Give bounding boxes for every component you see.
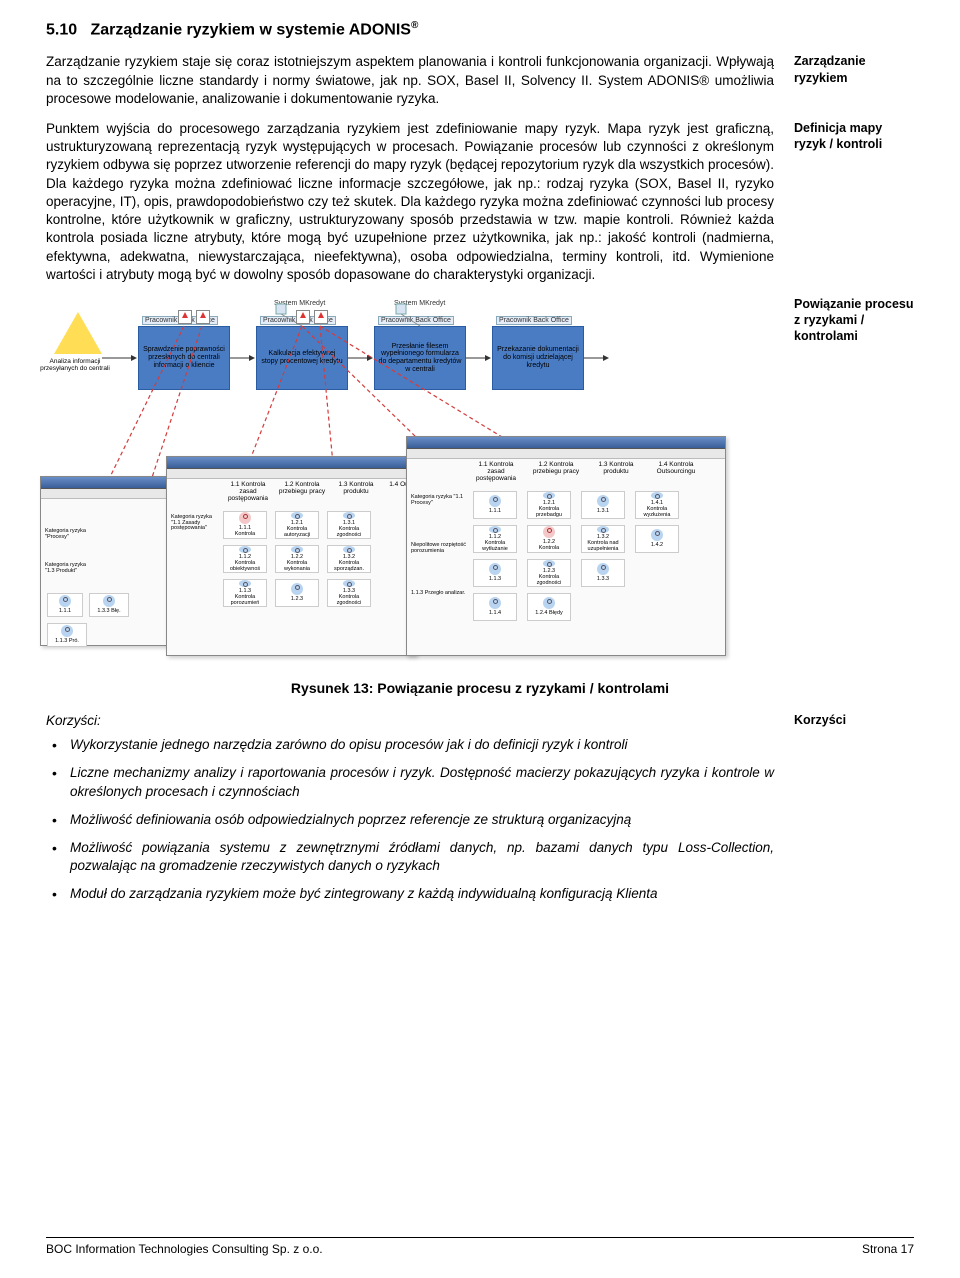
grid-body: Kategoria ryzyka "Procesy" Kategoria ryz…: [41, 499, 179, 645]
paragraph-2-row: Punktem wyjścia do procesowego zarządzan…: [46, 120, 914, 284]
side-note-2: Definicja mapy ryzyk / kontroli: [794, 120, 914, 284]
panel-back: Kategoria ryzyka "Procesy" Kategoria ryz…: [40, 476, 180, 646]
col-head: 1.2 Kontrola przebiegu pracy: [277, 481, 327, 495]
grid-cell: 1.1.2 Kontrola wytłużanie: [473, 525, 517, 553]
grid-cell: 1.1.1: [47, 593, 83, 617]
grid-cell: 1.2.4 Błędy: [527, 593, 571, 621]
row-head: Kategoria ryzyka "1.1 Zasady postępowani…: [171, 515, 219, 532]
benefit-item: Liczne mechanizmy analizy i raportowania…: [70, 764, 774, 800]
col-head: 1.1 Kontrola zasad postępowania: [223, 481, 273, 502]
col-head: 1.3 Kontrola produktu: [331, 481, 381, 495]
grid-cell: 1.2.3: [275, 579, 319, 607]
side-note-4: Korzyści: [794, 712, 914, 914]
panel-toolbar: [41, 489, 179, 499]
grid-cell: 1.3.3 Błę.: [89, 593, 129, 617]
col-head: 1.4 Kontrola Outsourcingu: [651, 461, 701, 475]
grid-cell: 1.1.1: [473, 491, 517, 519]
row-head: Niepolitowe rozpiętość porozumienia: [411, 543, 467, 555]
paragraph-2: Punktem wyjścia do procesowego zarządzan…: [46, 120, 774, 284]
grid-cell: 1.3.3 Kontrola zgodności: [327, 579, 371, 607]
section-number: 5.10: [46, 21, 77, 38]
panel-a: 1.1 Kontrola zasad postępowania 1.2 Kont…: [166, 456, 416, 656]
side-note-3: Powiązanie procesu z ryzykami / kontrola…: [794, 296, 914, 666]
panel-titlebar: [167, 457, 415, 469]
grid-cell: 1.1.3: [473, 559, 517, 587]
grid-cell: 1.2.2 Kontrola wykonania: [275, 545, 319, 573]
footer-right: Strona 17: [862, 1242, 914, 1256]
grid-cell: 1.2.1 Kontrola przebadgu: [527, 491, 571, 519]
grid-cell: 1.3.1: [581, 491, 625, 519]
benefits-label: Korzyści:: [46, 712, 774, 730]
grid-cell: 1.3.1 Kontrola zgodności: [327, 511, 371, 539]
paragraph-1-row: Zarządzanie ryzykiem staje się coraz ist…: [46, 53, 914, 108]
grid-cell: 1.1.3 Kontrola porozumień: [223, 579, 267, 607]
section-title-text: Zarządzanie ryzykiem w systemie ADONIS: [91, 21, 411, 38]
figure-caption: Rysunek 13: Powiązanie procesu z ryzykam…: [46, 680, 914, 696]
grid-cell: 1.4.2: [635, 525, 679, 553]
benefits-main: Korzyści: Wykorzystanie jednego narzędzi…: [46, 712, 774, 914]
grid-cell: 1.2.3 Kontrola zgodności: [527, 559, 571, 587]
benefit-item: Moduł do zarządzania ryzykiem może być z…: [70, 885, 774, 903]
benefits-list: Wykorzystanie jednego narzędzia zarówno …: [46, 736, 774, 904]
benefit-item: Wykorzystanie jednego narzędzia zarówno …: [70, 736, 774, 754]
footer-left: BOC Information Technologies Consulting …: [46, 1242, 323, 1256]
col-head: 1.2 Kontrola przebiegu pracy: [531, 461, 581, 475]
panel-titlebar: [41, 477, 179, 489]
col-head: 1.3 Kontrola produktu: [591, 461, 641, 475]
benefit-item: Możliwość powiązania systemu z zewnętrzn…: [70, 839, 774, 875]
grid-cell: 1.1.1 Kontrola: [223, 511, 267, 539]
grid-cell: 1.2.2 Kontrola: [527, 525, 571, 553]
row-head: 1.1.3 Przegło analizar.: [411, 591, 467, 597]
grid-body: 1.1 Kontrola zasad postępowania 1.2 Kont…: [407, 459, 725, 655]
grid-cell: 1.3.2 Kontrola sporządzan.: [327, 545, 371, 573]
grid-cell: 1.1.4: [473, 593, 517, 621]
panel-toolbar: [407, 449, 725, 459]
col-head: 1.1 Kontrola zasad postępowania: [471, 461, 521, 482]
grid-cell: 1.3.3: [581, 559, 625, 587]
grid-body: 1.1 Kontrola zasad postępowania 1.2 Kont…: [167, 479, 415, 655]
page-footer: BOC Information Technologies Consulting …: [46, 1237, 914, 1256]
row-head: Kategoria ryzyka "1.3 Produkt": [45, 563, 93, 575]
diagram-row: Analiza informacji przesyłanych do centr…: [46, 296, 914, 666]
panel-b: 1.1 Kontrola zasad postępowania 1.2 Kont…: [406, 436, 726, 656]
grid-cell: 1.3.2 Kontrola nad uzupełnienia: [581, 525, 625, 553]
grid-cell: 1.1.2 Kontrola obiektywnoś: [223, 545, 267, 573]
row-head: Kategoria ryzyka "1.1 Procesy": [411, 495, 467, 507]
grid-cell: 1.2.1 Kontrola autoryzacji: [275, 511, 319, 539]
grid-cell: 1.1.3 Pró.: [47, 623, 87, 647]
benefit-item: Możliwość definiowania osób odpowiedzial…: [70, 811, 774, 829]
panel-titlebar: [407, 437, 725, 449]
benefits-row: Korzyści: Wykorzystanie jednego narzędzi…: [46, 712, 914, 914]
row-head: Kategoria ryzyka "Procesy": [45, 529, 93, 541]
side-note-1: Zarządzanie ryzykiem: [794, 53, 914, 108]
diagram: Analiza informacji przesyłanych do centr…: [46, 296, 774, 666]
paragraph-1: Zarządzanie ryzykiem staje się coraz ist…: [46, 53, 774, 108]
grid-cell: 1.4.1 Kontrola wyzłużenia: [635, 491, 679, 519]
panel-toolbar: [167, 469, 415, 479]
section-title: 5.10 Zarządzanie ryzykiem w systemie ADO…: [46, 20, 914, 39]
registered-mark: ®: [411, 20, 418, 31]
